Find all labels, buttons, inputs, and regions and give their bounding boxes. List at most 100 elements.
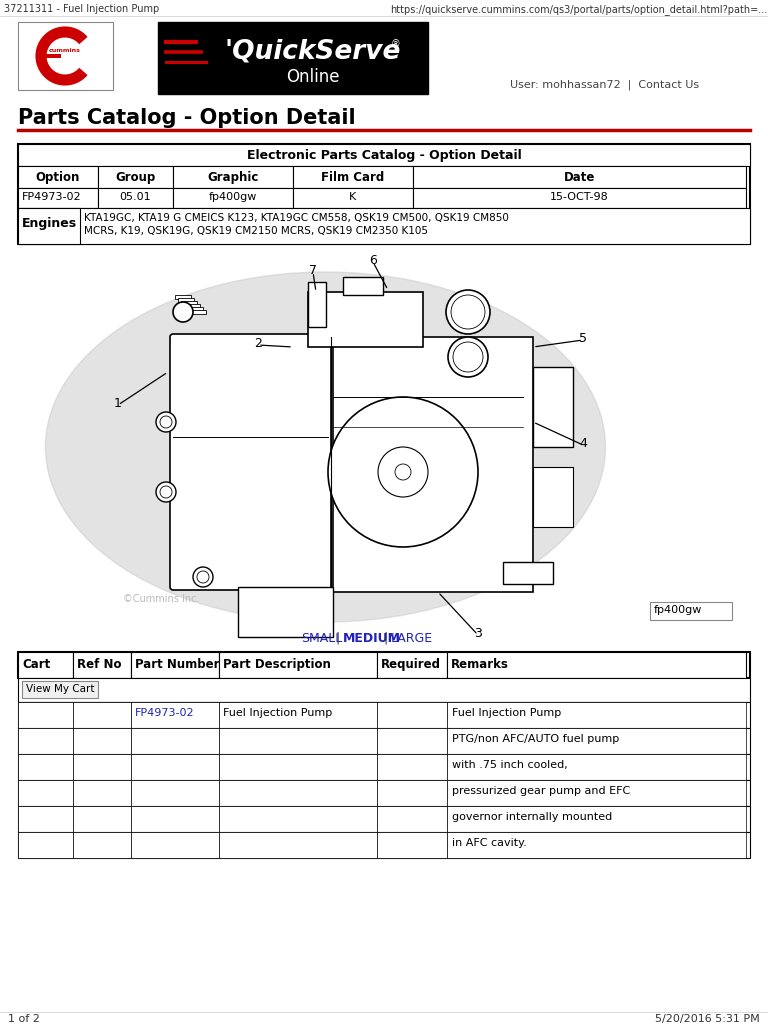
Bar	[18, 806, 750, 831]
Bar	[447, 806, 746, 831]
Text: 5: 5	[579, 332, 587, 345]
Text: Fuel Injection Pump: Fuel Injection Pump	[452, 708, 561, 718]
Circle shape	[453, 342, 483, 372]
Bar	[377, 754, 447, 780]
Bar	[219, 754, 377, 780]
Bar	[158, 22, 428, 94]
Bar	[131, 831, 219, 858]
Circle shape	[378, 447, 428, 497]
Bar	[343, 278, 383, 295]
Bar	[377, 780, 447, 806]
Bar	[333, 337, 533, 592]
Circle shape	[395, 464, 411, 480]
Bar	[18, 754, 73, 780]
Text: 5/20/2016 5:31 PM: 5/20/2016 5:31 PM	[655, 1014, 760, 1024]
Bar	[73, 780, 131, 806]
Bar	[18, 728, 73, 754]
Bar	[293, 166, 413, 188]
Bar	[18, 806, 73, 831]
Bar	[18, 144, 750, 244]
Bar	[377, 831, 447, 858]
Text: ®: ®	[391, 39, 401, 49]
Text: Electronic Parts Catalog - Option Detail: Electronic Parts Catalog - Option Detail	[247, 150, 521, 162]
Bar	[73, 831, 131, 858]
Text: LARGE: LARGE	[391, 632, 433, 645]
Text: PTG/non AFC/AUTO fuel pump: PTG/non AFC/AUTO fuel pump	[452, 734, 619, 744]
Text: 6: 6	[369, 254, 377, 267]
Bar	[187, 307, 203, 311]
Bar	[219, 702, 377, 728]
Text: fp400gw: fp400gw	[654, 605, 703, 615]
Bar	[131, 728, 219, 754]
Text: Cart: Cart	[22, 658, 50, 671]
Text: 2: 2	[254, 337, 262, 350]
Bar	[377, 702, 447, 728]
Text: 1 of 2: 1 of 2	[8, 1014, 40, 1024]
Circle shape	[446, 290, 490, 334]
Circle shape	[160, 416, 172, 428]
Text: Date: Date	[564, 171, 595, 184]
Bar	[238, 587, 333, 637]
Text: 05.01: 05.01	[120, 193, 151, 202]
Bar	[18, 702, 73, 728]
Text: |: |	[332, 632, 344, 645]
Bar	[131, 702, 219, 728]
Circle shape	[197, 571, 209, 583]
Bar	[413, 188, 746, 208]
Bar	[18, 780, 73, 806]
Text: View My Cart: View My Cart	[26, 684, 94, 694]
Bar	[18, 831, 750, 858]
Bar	[73, 806, 131, 831]
Text: Fuel Injection Pump: Fuel Injection Pump	[223, 708, 333, 718]
Text: in AFC cavity.: in AFC cavity.	[452, 838, 527, 848]
Bar	[377, 652, 447, 678]
Text: User: mohhassan72  |  Contact Us: User: mohhassan72 | Contact Us	[510, 79, 699, 89]
Text: 1: 1	[114, 397, 122, 410]
Bar	[447, 754, 746, 780]
Text: Required: Required	[381, 658, 441, 671]
Bar	[175, 295, 191, 299]
Bar	[18, 188, 98, 208]
Bar	[308, 292, 423, 347]
Text: Remarks: Remarks	[451, 658, 509, 671]
Bar	[219, 806, 377, 831]
Bar	[18, 702, 750, 728]
Bar	[178, 298, 194, 302]
Bar	[219, 652, 377, 678]
Bar	[447, 702, 746, 728]
Bar	[447, 652, 746, 678]
Text: 4: 4	[579, 437, 587, 450]
Bar	[98, 188, 173, 208]
Bar	[73, 754, 131, 780]
Text: Group: Group	[115, 171, 156, 184]
Bar	[43, 54, 61, 58]
Text: Graphic: Graphic	[207, 171, 259, 184]
Text: FP4973-02: FP4973-02	[22, 193, 81, 202]
Bar	[413, 166, 746, 188]
Bar	[533, 367, 573, 447]
Circle shape	[156, 412, 176, 432]
Bar	[447, 780, 746, 806]
Bar	[503, 562, 553, 584]
Bar	[293, 188, 413, 208]
Text: 15-OCT-98: 15-OCT-98	[550, 193, 609, 202]
Circle shape	[160, 486, 172, 498]
Bar	[533, 467, 573, 527]
Text: |: |	[380, 632, 392, 645]
Circle shape	[173, 302, 193, 322]
Text: 3: 3	[474, 627, 482, 640]
Text: fp400gw: fp400gw	[209, 193, 257, 202]
Bar	[18, 754, 750, 780]
Bar	[73, 728, 131, 754]
Bar	[18, 831, 73, 858]
Bar	[18, 652, 73, 678]
Bar	[308, 282, 326, 327]
Text: governor internally mounted: governor internally mounted	[452, 812, 612, 822]
Circle shape	[49, 40, 81, 72]
Text: SMALL: SMALL	[301, 632, 343, 645]
Text: K: K	[349, 193, 356, 202]
Bar	[73, 652, 131, 678]
Text: pressurized gear pump and EFC: pressurized gear pump and EFC	[452, 786, 631, 796]
Bar	[377, 728, 447, 754]
Bar	[219, 728, 377, 754]
